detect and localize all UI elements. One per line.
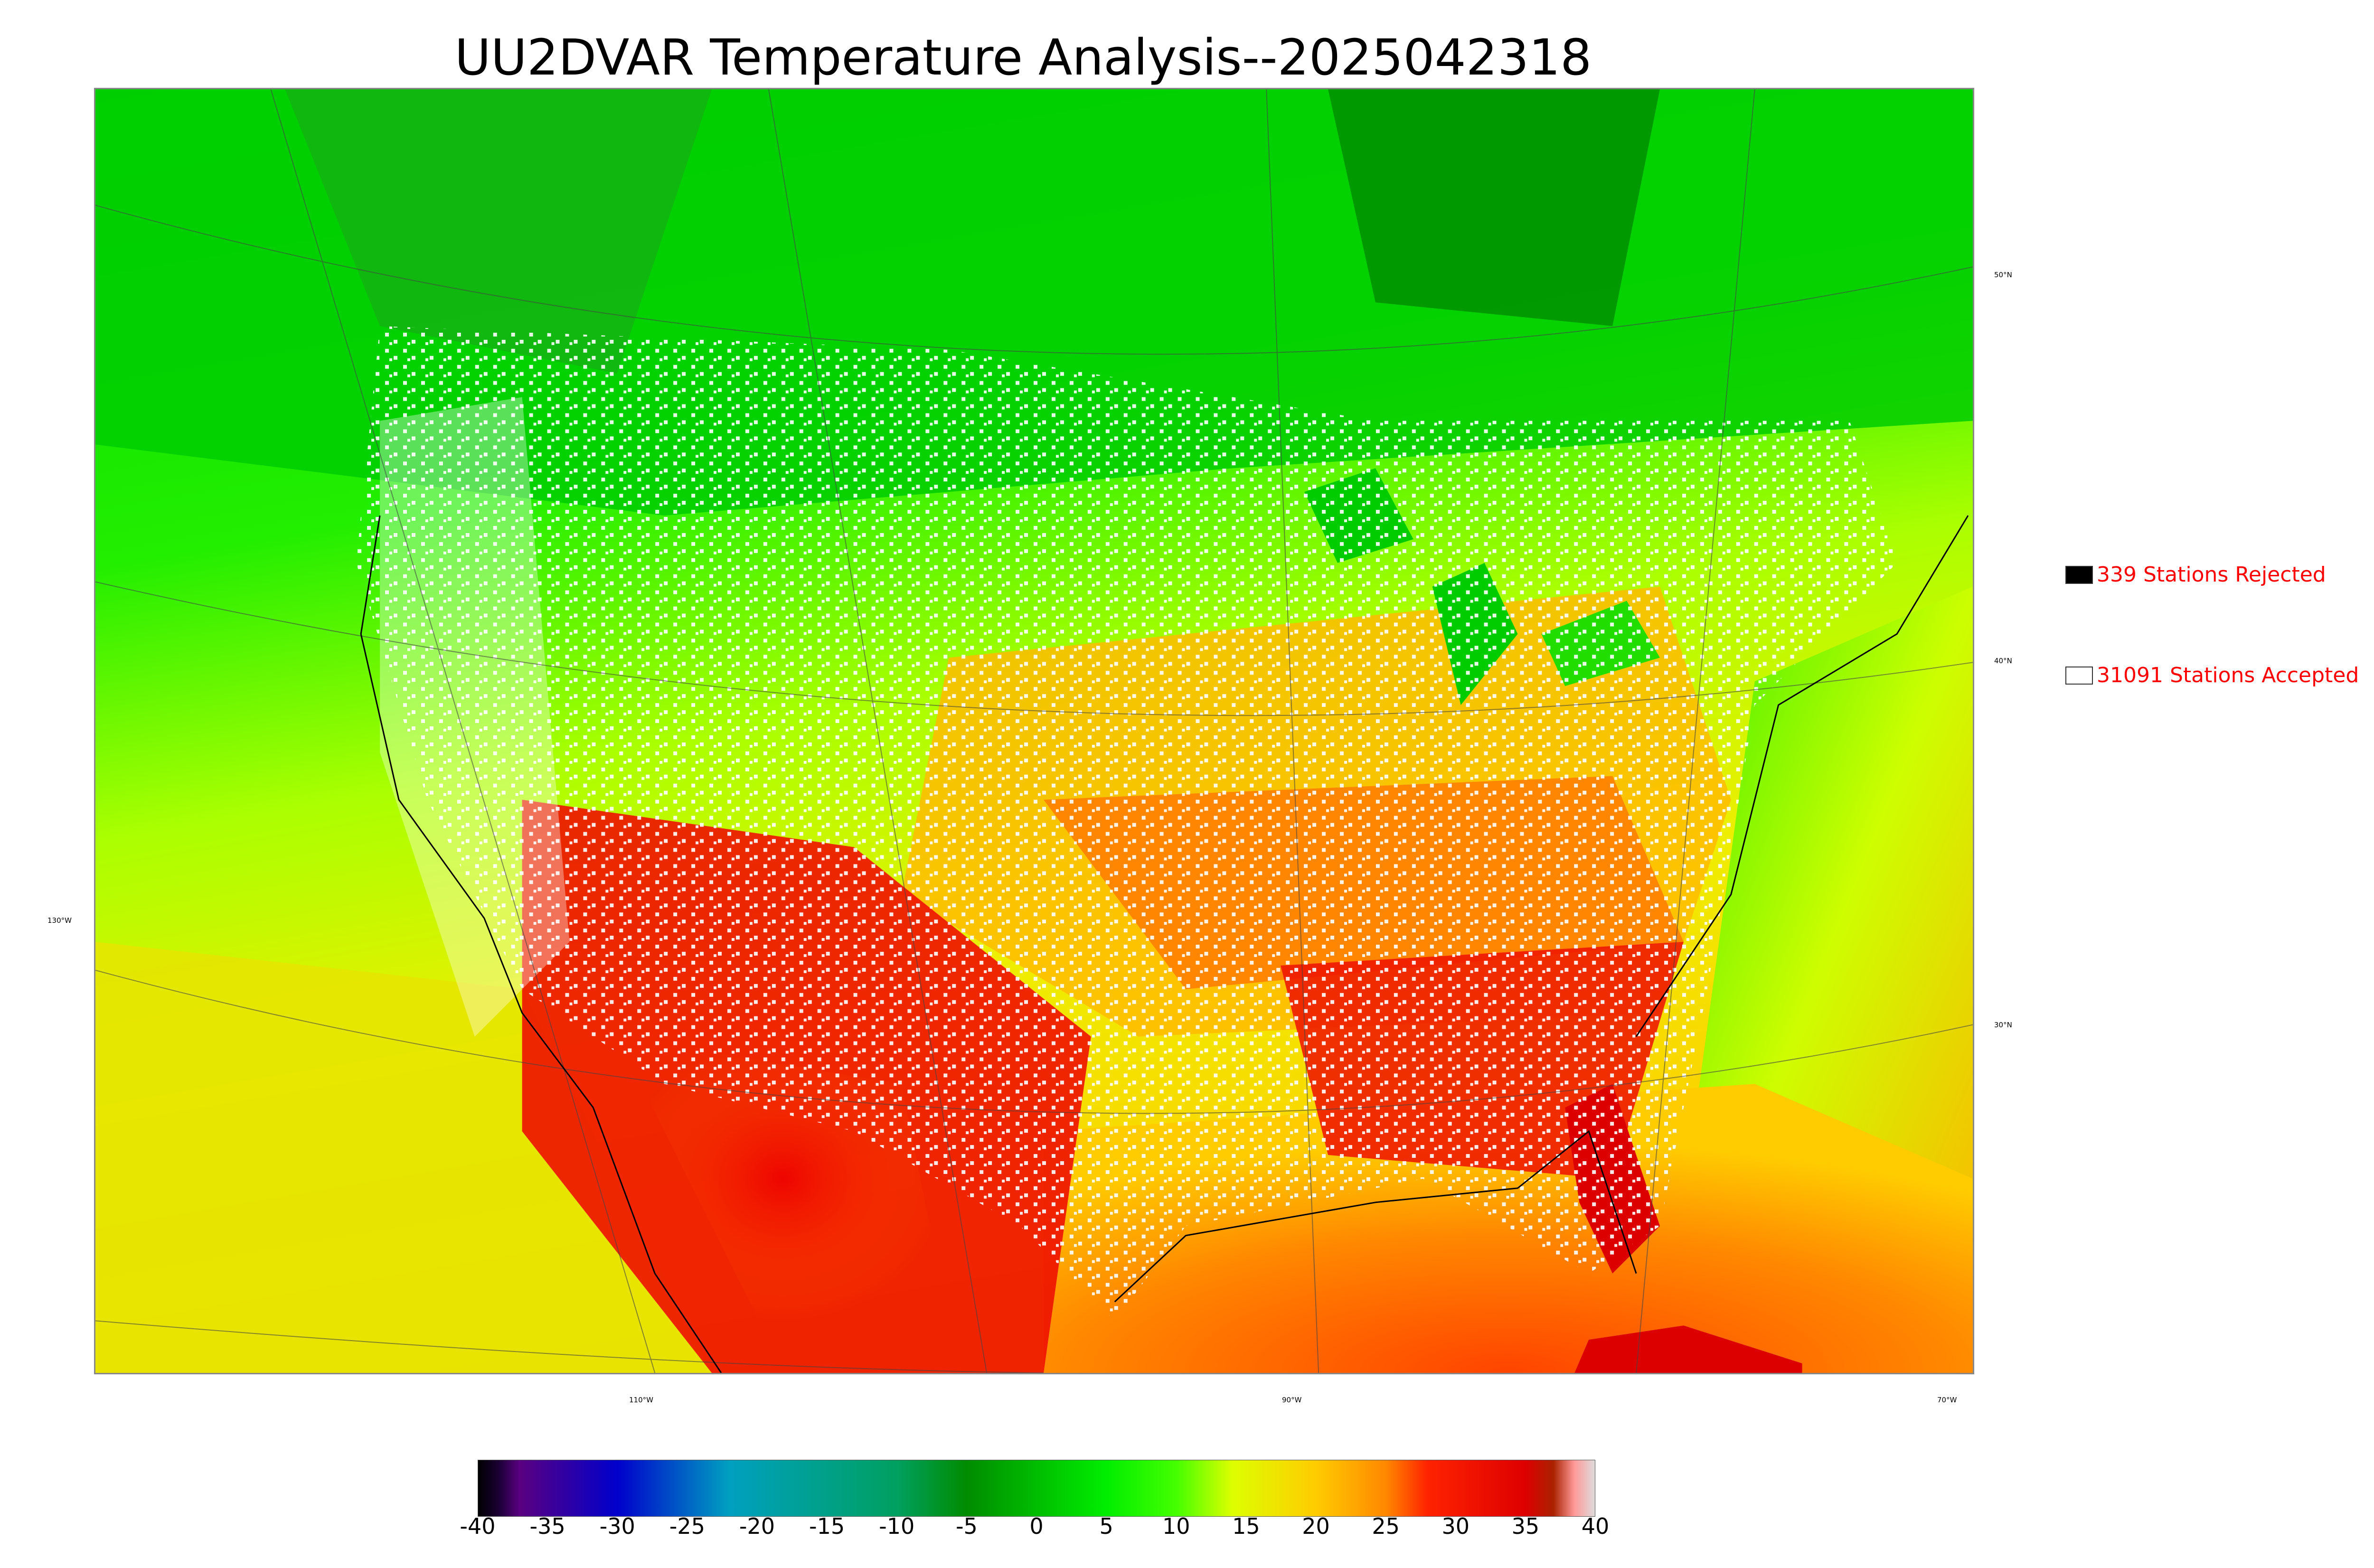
- colorbar-tick-label: 5: [1099, 1513, 1113, 1539]
- accepted-station-markers: [356, 326, 1897, 1321]
- colorbar-tick-label: -35: [529, 1513, 565, 1539]
- colorbar-tick-label: 15: [1232, 1513, 1260, 1539]
- colorbar-tick-label: -5: [955, 1513, 978, 1539]
- colorbar-tick-label: -30: [599, 1513, 635, 1539]
- lon-label-70w: 70°W: [1937, 1396, 1957, 1404]
- colorbar-tick-label: 40: [1581, 1513, 1610, 1539]
- colorbar-tick-label: -40: [460, 1513, 496, 1539]
- accepted-label: 31091 Stations Accepted: [2097, 663, 2359, 687]
- legend-accepted: 31091 Stations Accepted: [2065, 663, 2359, 687]
- accepted-swatch: [2065, 666, 2093, 685]
- map-canvas: [95, 89, 1973, 1373]
- coastlines: [360, 515, 1969, 1373]
- colorbar-tick-label: -25: [669, 1513, 705, 1539]
- temperature-map: [94, 88, 1974, 1374]
- colorbar-tick-label: 20: [1302, 1513, 1330, 1539]
- temperature-colorbar: [478, 1460, 1595, 1517]
- colorbar-tick-label: -20: [739, 1513, 775, 1539]
- lon-label-130w: 130°W: [47, 916, 72, 925]
- colorbar-tick-label: 0: [1029, 1513, 1044, 1539]
- rejected-swatch: [2065, 565, 2093, 584]
- lon-label-90w: 90°W: [1282, 1396, 1302, 1404]
- map-title: UU2DVAR Temperature Analysis--2025042318: [454, 28, 1592, 86]
- rejected-label: 339 Stations Rejected: [2097, 563, 2326, 587]
- lat-label-30n: 30°N: [1994, 1021, 2012, 1029]
- lat-label-40n: 40°N: [1994, 657, 2012, 665]
- colorbar-tick-label: -10: [879, 1513, 915, 1539]
- lat-label-50n: 50°N: [1994, 271, 2012, 279]
- lon-label-110w: 110°W: [629, 1396, 653, 1404]
- graticule: [95, 89, 1973, 1373]
- colorbar-tick-label: -15: [809, 1513, 845, 1539]
- colorbar-tick-label: 35: [1511, 1513, 1540, 1539]
- colorbar-tick-label: 30: [1441, 1513, 1470, 1539]
- colorbar-tick-label: 25: [1372, 1513, 1400, 1539]
- legend-rejected: 339 Stations Rejected: [2065, 563, 2326, 587]
- colorbar-tick-label: 10: [1162, 1513, 1190, 1539]
